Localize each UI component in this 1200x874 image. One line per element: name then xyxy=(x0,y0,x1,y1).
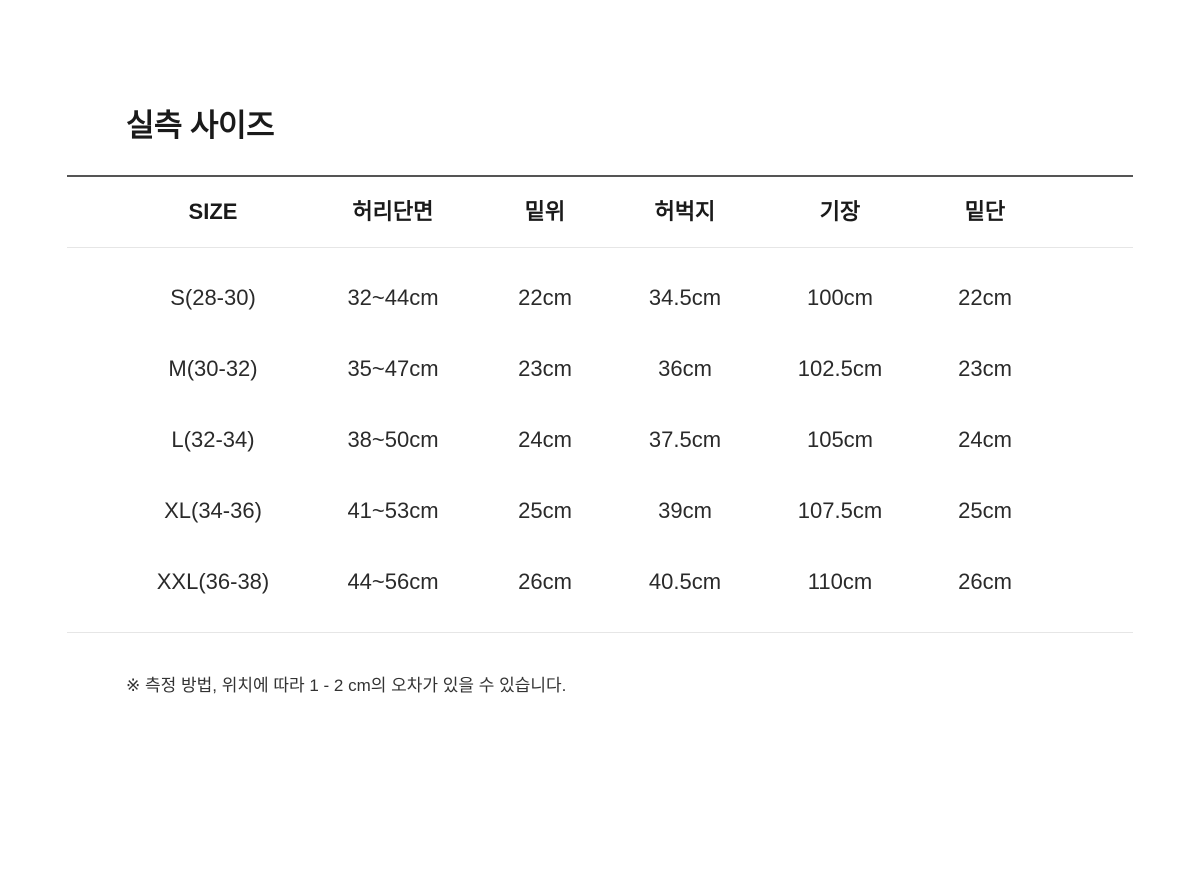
table-row: S(28-30) 32~44cm 22cm 34.5cm 100cm 22cm xyxy=(0,278,1200,318)
cell-hem: 22cm xyxy=(958,285,1012,310)
cell-hem: 26cm xyxy=(958,569,1012,594)
cell-waist: 41~53cm xyxy=(347,498,439,523)
cell-thigh: 40.5cm xyxy=(648,569,722,594)
header-divider xyxy=(67,247,1133,248)
cell-hem: 23cm xyxy=(958,356,1012,381)
table-row: L(32-34) 38~50cm 24cm 37.5cm 105cm 24cm xyxy=(0,420,1200,460)
cell-rise: 26cm xyxy=(518,569,572,594)
cell-length: 105cm xyxy=(806,427,874,452)
column-header-thigh: 허벅지 xyxy=(654,199,716,224)
cell-thigh: 37.5cm xyxy=(648,427,722,452)
cell-size: XL(34-36) xyxy=(164,498,262,523)
column-header-size: SIZE xyxy=(188,199,238,224)
cell-rise: 25cm xyxy=(518,498,572,523)
cell-size: S(28-30) xyxy=(170,285,256,310)
cell-thigh: 34.5cm xyxy=(648,285,722,310)
cell-rise: 22cm xyxy=(518,285,572,310)
cell-size: XXL(36-38) xyxy=(156,569,270,594)
measurement-note: ※ 측정 방법, 위치에 따라 1 - 2 cm의 오차가 있을 수 있습니다. xyxy=(126,676,567,695)
cell-size: L(32-34) xyxy=(171,427,255,452)
page-title: 실측 사이즈 xyxy=(126,108,275,143)
cell-size: M(30-32) xyxy=(168,356,258,381)
cell-rise: 23cm xyxy=(518,356,572,381)
cell-length: 100cm xyxy=(806,285,874,310)
table-top-divider xyxy=(67,175,1133,177)
cell-length: 107.5cm xyxy=(797,498,883,523)
cell-thigh: 36cm xyxy=(658,356,712,381)
cell-hem: 25cm xyxy=(958,498,1012,523)
table-header-row: SIZE 허리단면 밑위 허벅지 기장 밑단 xyxy=(0,192,1200,232)
cell-waist: 38~50cm xyxy=(347,427,439,452)
column-header-hem: 밑단 xyxy=(964,199,1006,224)
table-row: XXL(36-38) 44~56cm 26cm 40.5cm 110cm 26cm xyxy=(0,562,1200,602)
cell-waist: 44~56cm xyxy=(347,569,439,594)
table-row: XL(34-36) 41~53cm 25cm 39cm 107.5cm 25cm xyxy=(0,491,1200,531)
cell-waist: 35~47cm xyxy=(347,356,439,381)
cell-rise: 24cm xyxy=(518,427,572,452)
column-header-rise: 밑위 xyxy=(524,199,566,224)
cell-hem: 24cm xyxy=(958,427,1012,452)
cell-waist: 32~44cm xyxy=(347,285,439,310)
table-bottom-divider xyxy=(67,632,1133,633)
cell-length: 110cm xyxy=(807,569,873,594)
column-header-length: 기장 xyxy=(819,199,861,224)
column-header-waist: 허리단면 xyxy=(352,199,434,224)
cell-thigh: 39cm xyxy=(658,498,712,523)
cell-length: 102.5cm xyxy=(797,356,883,381)
table-row: M(30-32) 35~47cm 23cm 36cm 102.5cm 23cm xyxy=(0,349,1200,389)
